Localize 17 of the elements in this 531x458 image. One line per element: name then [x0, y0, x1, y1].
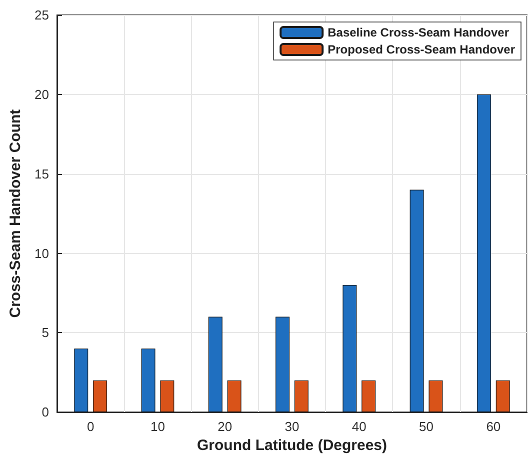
y-tick-label: 20	[34, 86, 49, 102]
y-tick-label: 5	[42, 325, 49, 340]
x-tick-label: 40	[352, 419, 366, 434]
y-axis-title: Cross-Seam Handover Count	[7, 109, 24, 318]
legend-label: Baseline Cross-Seam Handover	[328, 26, 510, 40]
x-tick-label: 60	[486, 419, 501, 434]
legend-label: Proposed Cross-Seam Handover	[328, 42, 516, 56]
y-tick-label: 10	[34, 246, 49, 261]
x-tick-label: 30	[284, 419, 300, 434]
x-tick-label: 10	[150, 419, 165, 434]
y-tick-label: 25	[34, 8, 49, 22]
y-tick-label: 15	[34, 166, 49, 182]
x-tick-label: 0	[86, 419, 94, 434]
x-axis-title: Ground Latitude (Degrees)	[196, 437, 388, 454]
y-tick-label: 0	[42, 404, 49, 420]
x-tick-label: 20	[218, 419, 232, 434]
x-tick-label: 50	[419, 419, 434, 434]
